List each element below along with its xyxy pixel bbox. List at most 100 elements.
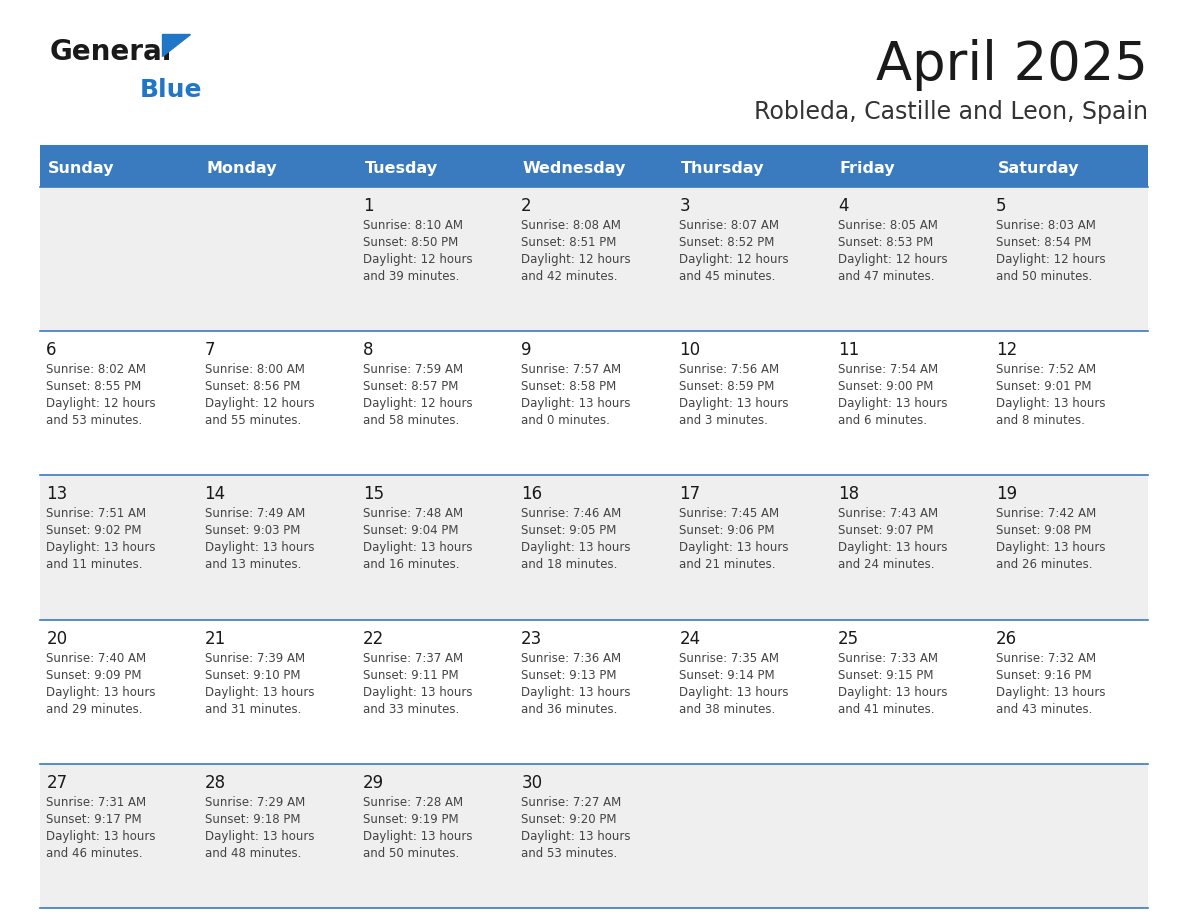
Text: and 18 minutes.: and 18 minutes. [522, 558, 618, 571]
Text: Daylight: 12 hours: Daylight: 12 hours [996, 253, 1106, 266]
Text: 2: 2 [522, 197, 532, 215]
Text: and 50 minutes.: and 50 minutes. [362, 846, 459, 860]
Text: and 8 minutes.: and 8 minutes. [996, 414, 1085, 427]
Text: Daylight: 13 hours: Daylight: 13 hours [46, 686, 156, 699]
Text: Daylight: 13 hours: Daylight: 13 hours [362, 830, 473, 843]
Text: and 36 minutes.: and 36 minutes. [522, 702, 618, 716]
Text: Sunrise: 7:43 AM: Sunrise: 7:43 AM [838, 508, 937, 521]
Text: Sunset: 9:01 PM: Sunset: 9:01 PM [996, 380, 1092, 393]
Text: 13: 13 [46, 486, 68, 503]
Text: Daylight: 13 hours: Daylight: 13 hours [838, 397, 947, 410]
Text: and 0 minutes.: and 0 minutes. [522, 414, 611, 427]
Text: Sunset: 8:55 PM: Sunset: 8:55 PM [46, 380, 141, 393]
Text: April 2025: April 2025 [876, 39, 1148, 91]
Text: Sunset: 9:18 PM: Sunset: 9:18 PM [204, 812, 301, 826]
Bar [40, 187, 198, 331]
Bar [832, 620, 990, 764]
Text: Sunset: 9:13 PM: Sunset: 9:13 PM [522, 668, 617, 681]
Text: and 16 minutes.: and 16 minutes. [362, 558, 460, 571]
Text: 23: 23 [522, 630, 543, 647]
Bar [198, 187, 356, 331]
Text: Daylight: 13 hours: Daylight: 13 hours [204, 542, 314, 554]
Bar [356, 620, 514, 764]
Text: Sunrise: 7:39 AM: Sunrise: 7:39 AM [204, 652, 305, 665]
Text: Daylight: 13 hours: Daylight: 13 hours [522, 686, 631, 699]
Text: Daylight: 13 hours: Daylight: 13 hours [46, 542, 156, 554]
Text: Sunrise: 7:51 AM: Sunrise: 7:51 AM [46, 508, 146, 521]
Text: Sunrise: 7:52 AM: Sunrise: 7:52 AM [996, 364, 1097, 376]
Text: Sunset: 8:58 PM: Sunset: 8:58 PM [522, 380, 617, 393]
Text: Sunrise: 7:33 AM: Sunrise: 7:33 AM [838, 652, 937, 665]
Text: 3: 3 [680, 197, 690, 215]
Text: and 50 minutes.: and 50 minutes. [996, 270, 1092, 283]
Bar [990, 331, 1148, 476]
Text: 28: 28 [204, 774, 226, 792]
Text: Sunrise: 8:07 AM: Sunrise: 8:07 AM [680, 219, 779, 232]
Text: Daylight: 13 hours: Daylight: 13 hours [522, 830, 631, 843]
Bar [674, 187, 832, 331]
Bar [198, 331, 356, 476]
Text: 7: 7 [204, 341, 215, 359]
Text: Sunset: 9:17 PM: Sunset: 9:17 PM [46, 812, 141, 826]
Text: 22: 22 [362, 630, 384, 647]
Text: Blue: Blue [140, 78, 202, 102]
Text: Sunrise: 8:00 AM: Sunrise: 8:00 AM [204, 364, 304, 376]
Bar [990, 187, 1148, 331]
Text: Sunrise: 7:35 AM: Sunrise: 7:35 AM [680, 652, 779, 665]
Text: Sunset: 8:59 PM: Sunset: 8:59 PM [680, 380, 775, 393]
Text: 8: 8 [362, 341, 373, 359]
Text: Friday: Friday [840, 161, 895, 175]
Text: and 38 minutes.: and 38 minutes. [680, 702, 776, 716]
Text: Sunrise: 7:29 AM: Sunrise: 7:29 AM [204, 796, 305, 809]
Text: 10: 10 [680, 341, 701, 359]
Bar [674, 620, 832, 764]
Polygon shape [162, 34, 190, 56]
Text: and 11 minutes.: and 11 minutes. [46, 558, 143, 571]
Text: and 26 minutes.: and 26 minutes. [996, 558, 1093, 571]
Text: Sunday: Sunday [48, 161, 114, 175]
Text: Sunrise: 7:45 AM: Sunrise: 7:45 AM [680, 508, 779, 521]
Text: Sunset: 9:04 PM: Sunset: 9:04 PM [362, 524, 459, 537]
Text: Daylight: 13 hours: Daylight: 13 hours [838, 542, 947, 554]
Bar [514, 620, 674, 764]
Text: 30: 30 [522, 774, 542, 792]
Text: Sunrise: 7:37 AM: Sunrise: 7:37 AM [362, 652, 463, 665]
Text: Daylight: 13 hours: Daylight: 13 hours [204, 830, 314, 843]
Text: 21: 21 [204, 630, 226, 647]
Text: Monday: Monday [207, 161, 277, 175]
Text: Daylight: 13 hours: Daylight: 13 hours [838, 686, 947, 699]
Text: Daylight: 13 hours: Daylight: 13 hours [996, 686, 1106, 699]
Text: and 13 minutes.: and 13 minutes. [204, 558, 301, 571]
Text: Sunset: 8:56 PM: Sunset: 8:56 PM [204, 380, 301, 393]
Text: Sunset: 9:08 PM: Sunset: 9:08 PM [996, 524, 1092, 537]
Text: Sunrise: 8:10 AM: Sunrise: 8:10 AM [362, 219, 463, 232]
Text: Sunset: 8:54 PM: Sunset: 8:54 PM [996, 236, 1092, 249]
Text: Daylight: 12 hours: Daylight: 12 hours [680, 253, 789, 266]
Text: Tuesday: Tuesday [365, 161, 437, 175]
Text: Sunrise: 7:36 AM: Sunrise: 7:36 AM [522, 652, 621, 665]
Bar [514, 149, 674, 187]
Bar [832, 331, 990, 476]
Text: Daylight: 13 hours: Daylight: 13 hours [680, 397, 789, 410]
Bar [40, 145, 1148, 149]
Text: 9: 9 [522, 341, 532, 359]
Text: Sunset: 8:52 PM: Sunset: 8:52 PM [680, 236, 775, 249]
Text: Daylight: 13 hours: Daylight: 13 hours [522, 542, 631, 554]
Text: Sunrise: 7:57 AM: Sunrise: 7:57 AM [522, 364, 621, 376]
Text: Saturday: Saturday [998, 161, 1079, 175]
Bar [832, 149, 990, 187]
Text: and 53 minutes.: and 53 minutes. [46, 414, 143, 427]
Text: and 24 minutes.: and 24 minutes. [838, 558, 934, 571]
Bar [990, 764, 1148, 908]
Bar [832, 476, 990, 620]
Text: Daylight: 12 hours: Daylight: 12 hours [46, 397, 156, 410]
Bar [674, 764, 832, 908]
Text: Wednesday: Wednesday [523, 161, 626, 175]
Bar [40, 620, 198, 764]
Text: Sunset: 9:00 PM: Sunset: 9:00 PM [838, 380, 933, 393]
Text: and 39 minutes.: and 39 minutes. [362, 270, 460, 283]
Text: 29: 29 [362, 774, 384, 792]
Text: and 46 minutes.: and 46 minutes. [46, 846, 143, 860]
Bar [198, 764, 356, 908]
Bar [356, 331, 514, 476]
